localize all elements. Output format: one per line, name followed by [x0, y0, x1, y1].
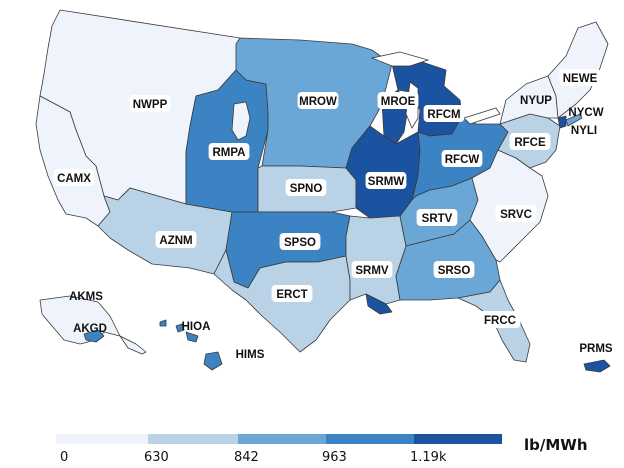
- legend-bin-4: [414, 434, 502, 444]
- region-prms[interactable]: [583, 359, 611, 373]
- legend-bin-3: [326, 434, 414, 444]
- legend-bin-1: [148, 434, 238, 444]
- legend-bin-0: [56, 434, 148, 444]
- lake-erie: [463, 107, 501, 125]
- legend-tick-4: 1.19k: [410, 450, 447, 465]
- legend-tick-0: 0: [60, 450, 68, 465]
- region-label-erct: ERCT: [276, 289, 307, 301]
- legend-title: lb/MWh: [524, 436, 588, 454]
- region-label-newe: NEWE: [563, 73, 598, 85]
- label-box-spno: [285, 179, 327, 196]
- legend-tick-3: 963: [322, 450, 347, 465]
- region-label-srvc: SRVC: [500, 209, 532, 221]
- region-akms[interactable]: [39, 295, 121, 345]
- region-label-spno: SPNO: [290, 183, 323, 195]
- region-label-rmpa: RMPA: [212, 147, 245, 159]
- region-label-rfcw: RFCW: [445, 154, 480, 166]
- label-box-nwpp: [129, 95, 171, 112]
- label-box-erct: [271, 285, 313, 302]
- region-nwpp-island: [231, 101, 251, 141]
- legend-bin-2: [238, 434, 326, 444]
- region-label-akgd: AKGD: [73, 323, 107, 335]
- label-box-srso: [433, 261, 475, 278]
- label-box-srmw: [365, 172, 407, 189]
- region-labels: NWPP CAMX AZNM RMPA MROW MROE RFCM SPNO SRMW RFCW…: [53, 69, 613, 361]
- region-akms-chain: [119, 335, 147, 355]
- label-box-srmv: [351, 261, 393, 278]
- region-label-prms: PRMS: [579, 343, 613, 355]
- region-label-mroe: MROE: [381, 96, 416, 108]
- label-box-mroe: [377, 92, 419, 109]
- region-hims[interactable]: [185, 331, 199, 343]
- region-label-srmw: SRMW: [368, 176, 405, 188]
- label-box-rfce: [509, 133, 551, 150]
- region-label-nycw: NYCW: [568, 107, 603, 119]
- region-nycw[interactable]: [557, 115, 567, 129]
- legend-tick-2: 842: [234, 450, 259, 465]
- region-label-srmv: SRMV: [355, 265, 389, 277]
- region-label-rfce: RFCE: [514, 137, 546, 149]
- region-akgd[interactable]: [83, 329, 105, 343]
- region-label-hioa: HIOA: [182, 321, 211, 333]
- region-srmv-delta: [365, 293, 393, 315]
- region-nyli[interactable]: [565, 113, 583, 127]
- region-hioa[interactable]: [175, 323, 185, 333]
- region-hioa-west: [159, 319, 167, 327]
- region-label-frcc: FRCC: [484, 315, 516, 327]
- label-box-rfcm: [423, 105, 465, 122]
- label-box-srtv: [416, 209, 458, 226]
- region-label-spso: SPSO: [284, 237, 316, 249]
- region-label-aznm: AZNM: [159, 235, 192, 247]
- region-label-mrow: MROW: [299, 96, 337, 108]
- label-box-rmpa: [208, 143, 250, 160]
- region-label-hims: HIMS: [236, 349, 265, 361]
- label-box-frcc: [479, 311, 521, 328]
- label-box-rfcw: [441, 150, 483, 167]
- label-box-spso: [279, 233, 321, 250]
- region-label-srtv: SRTV: [422, 213, 453, 225]
- region-label-srso: SRSO: [438, 265, 471, 277]
- region-label-nwpp: NWPP: [133, 99, 168, 111]
- region-hims-big[interactable]: [203, 351, 223, 371]
- region-label-akms: AKMS: [69, 291, 103, 303]
- legend-tick-1: 630: [144, 450, 169, 465]
- label-box-camx: [53, 169, 95, 186]
- region-srmv[interactable]: [345, 215, 407, 305]
- label-box-srvc: [495, 205, 537, 222]
- region-label-camx: CAMX: [57, 173, 91, 185]
- region-label-nyli: NYLI: [571, 125, 597, 137]
- label-box-aznm: [155, 231, 197, 248]
- region-label-nyup: NYUP: [520, 95, 552, 107]
- region-label-rfcm: RFCM: [427, 109, 460, 121]
- label-box-mrow: [297, 92, 339, 109]
- label-box-newe: [559, 69, 601, 86]
- color-legend: 0 630 842 963 1.19k lb/MWh: [56, 434, 588, 465]
- lake-superior: [370, 51, 430, 67]
